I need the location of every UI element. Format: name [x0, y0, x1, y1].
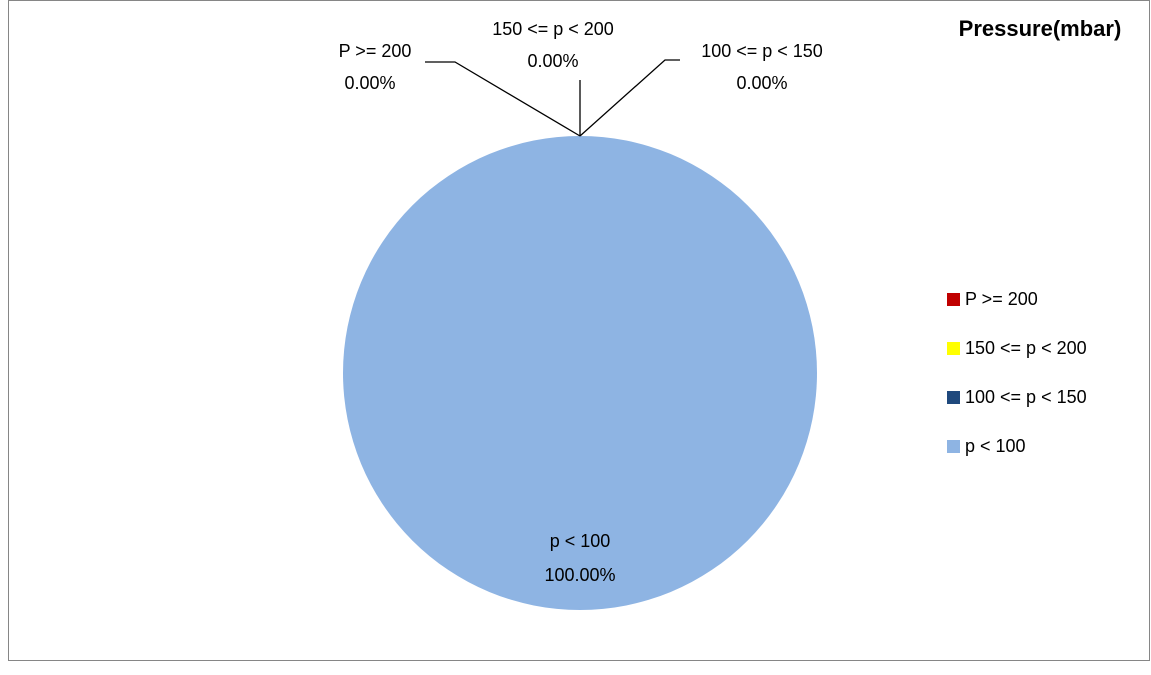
- leader-line: [425, 61, 581, 137]
- data-label-name: 150 <= p < 200: [492, 19, 614, 39]
- legend-label: P >= 200: [965, 289, 1038, 309]
- data-label-name: p < 100: [550, 531, 611, 551]
- legend-label: 150 <= p < 200: [965, 338, 1087, 358]
- leader-line: [579, 59, 680, 137]
- data-label-value: 0.00%: [344, 73, 395, 93]
- data-label-name: P >= 200: [339, 41, 412, 61]
- pie-slice: [343, 136, 817, 610]
- data-label-name: 100 <= p < 150: [701, 41, 823, 61]
- legend-swatch: [947, 293, 960, 306]
- chart-title: Pressure(mbar): [959, 16, 1122, 41]
- legend-label: p < 100: [965, 436, 1026, 456]
- legend-swatch: [947, 391, 960, 404]
- legend-swatch: [947, 342, 960, 355]
- legend-label: 100 <= p < 150: [965, 387, 1087, 407]
- data-label-value: 100.00%: [544, 565, 615, 585]
- data-label-value: 0.00%: [527, 51, 578, 71]
- data-label-value: 0.00%: [736, 73, 787, 93]
- legend-swatch: [947, 440, 960, 453]
